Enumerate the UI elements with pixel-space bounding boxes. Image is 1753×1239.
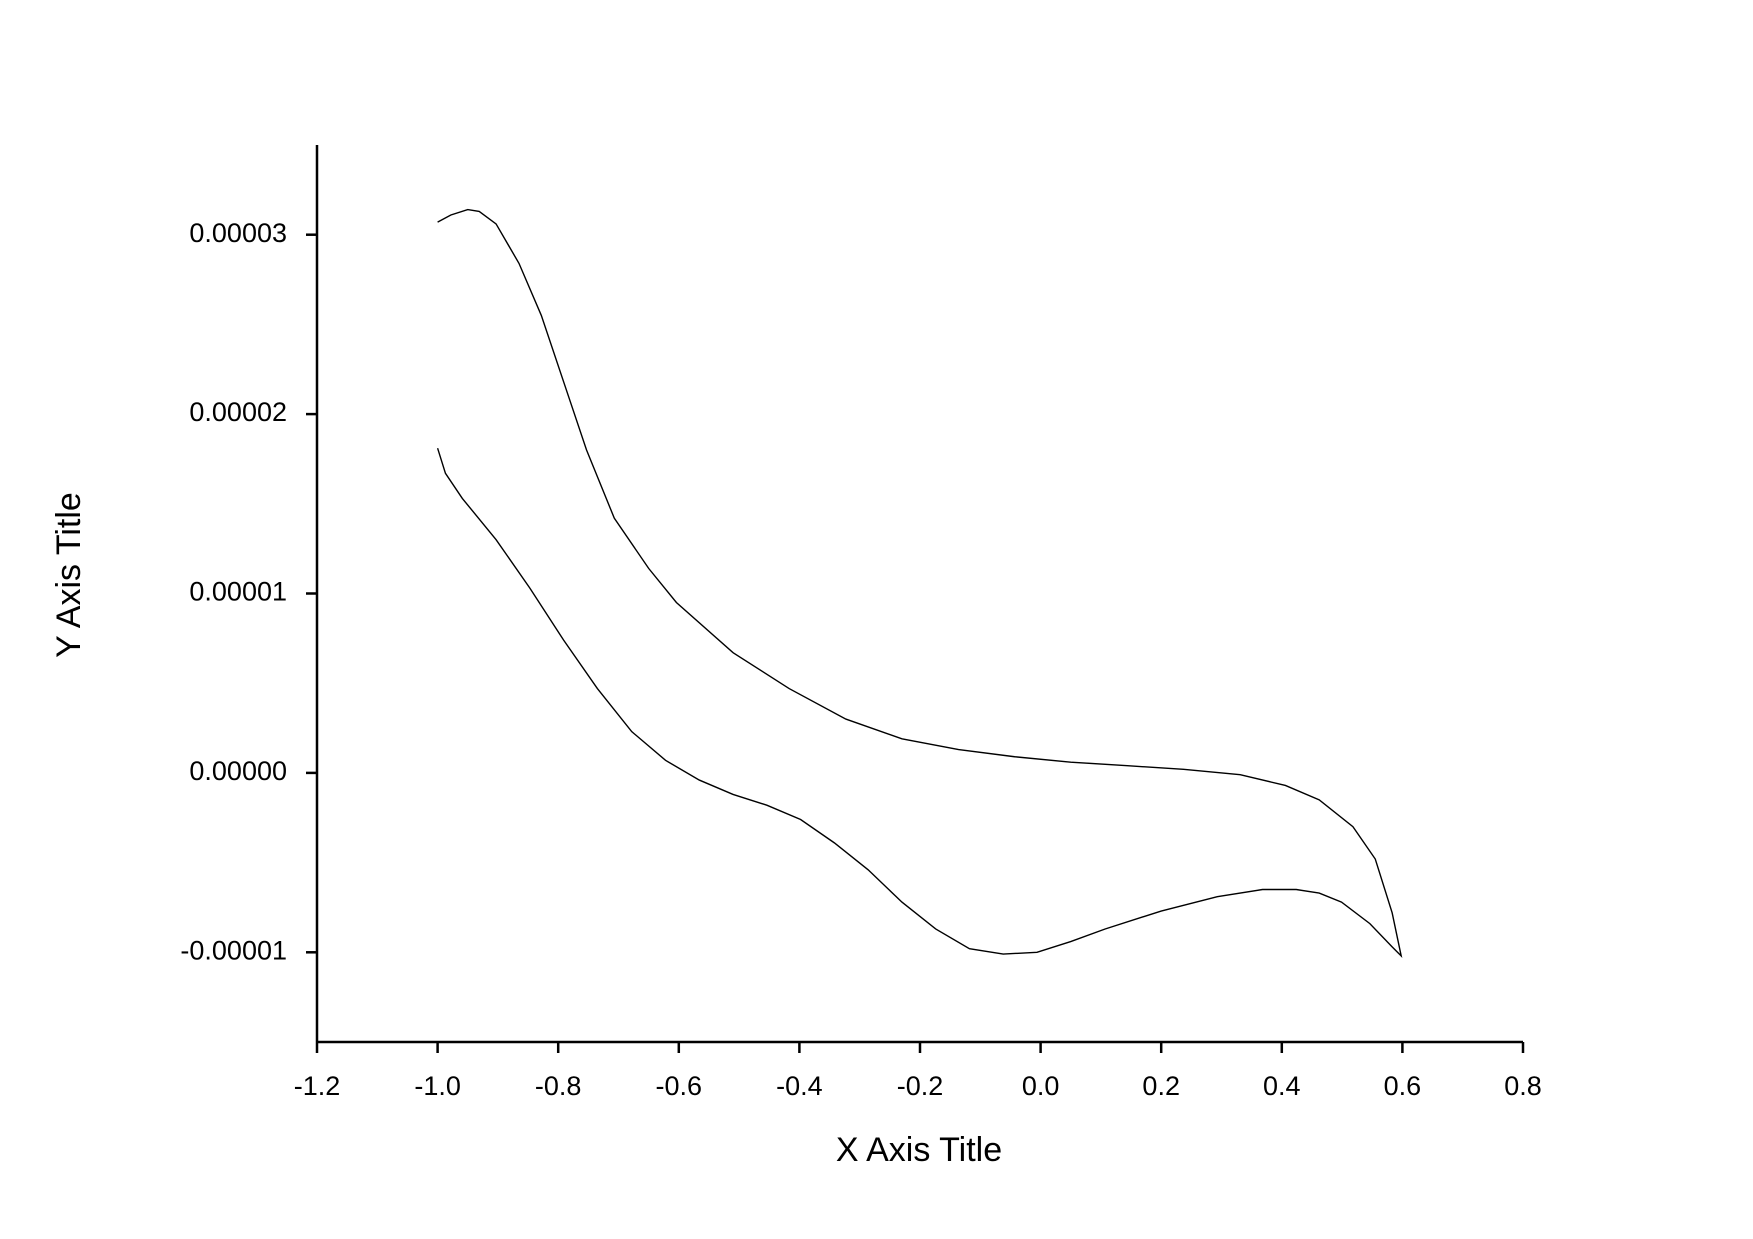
x-tick-label: 0.2 xyxy=(1142,1071,1180,1101)
y-tick-label: 0.00001 xyxy=(189,577,287,607)
x-tick-label: -0.2 xyxy=(897,1071,944,1101)
x-tick-label: -0.8 xyxy=(535,1071,582,1101)
x-tick-label: -0.6 xyxy=(656,1071,703,1101)
y-tick-label: 0.00002 xyxy=(189,397,287,427)
x-tick-label: -0.4 xyxy=(776,1071,823,1101)
y-tick-label: -0.00001 xyxy=(180,935,287,965)
x-tick-label: 0.6 xyxy=(1384,1071,1422,1101)
y-tick-label: 0.00003 xyxy=(189,218,287,248)
data-line xyxy=(436,208,1403,959)
x-axis-title: X Axis Title xyxy=(836,1131,1002,1169)
x-tick-label: -1.2 xyxy=(294,1071,341,1101)
x-tick-label: 0.8 xyxy=(1504,1071,1542,1101)
x-tick-label: 0.0 xyxy=(1022,1071,1060,1101)
x-tick-label: 0.4 xyxy=(1263,1071,1301,1101)
x-tick-label: -1.0 xyxy=(414,1071,461,1101)
y-tick-label: 0.00000 xyxy=(189,756,287,786)
y-axis-title: Y Axis Title xyxy=(50,492,88,658)
